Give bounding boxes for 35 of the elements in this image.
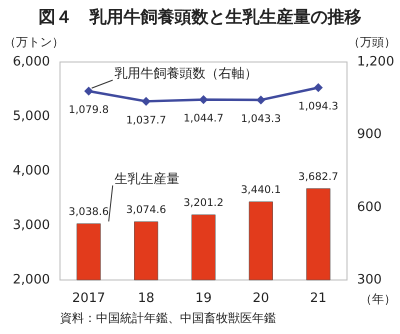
x-tick-label: 19 bbox=[195, 291, 212, 306]
point bbox=[199, 95, 208, 104]
data-label: 3,038.6 bbox=[68, 206, 110, 218]
series-label: 乳用牛飼養頭数（右軸） bbox=[114, 66, 258, 82]
data-label: 1,079.8 bbox=[68, 104, 109, 116]
text: 資料：中国統計年鑑、中国畜牧獣医年鑑 bbox=[60, 311, 276, 325]
point bbox=[84, 86, 94, 96]
x-tick-label: 20 bbox=[252, 291, 270, 306]
data-label: 3,074.6 bbox=[126, 204, 166, 216]
x-tick-label: 21 bbox=[310, 291, 327, 306]
data-label: 3,440.1 bbox=[240, 184, 281, 196]
y-tick-label: 2,000 bbox=[12, 272, 50, 288]
y2-tick-label: 300 bbox=[357, 272, 382, 288]
y2-axis-title: （万頭） bbox=[348, 35, 396, 49]
x-axis-title: （年） bbox=[360, 292, 396, 306]
data-label: 3,201.2 bbox=[183, 197, 224, 210]
data-label: 3,682.7 bbox=[298, 170, 338, 183]
point bbox=[142, 96, 151, 106]
y-tick-label: 3,000 bbox=[12, 218, 50, 233]
y-tick-label: 6,000 bbox=[12, 54, 50, 70]
y2-tick-label: 900 bbox=[357, 127, 382, 142]
chart-title: 図４ 乳用牛飼養頭数と生乳生産量の推移 bbox=[38, 8, 362, 28]
y-tick-label: 5,000 bbox=[12, 109, 50, 124]
data-label: 1,094.3 bbox=[298, 100, 338, 113]
y-tick-label: 4,000 bbox=[12, 164, 50, 178]
y-axis-title: （万トン） bbox=[4, 35, 64, 49]
data-label: 1,044.7 bbox=[183, 112, 224, 125]
x-tick-label: 18 bbox=[138, 291, 154, 306]
data-label: 1,043.3 bbox=[240, 112, 281, 125]
text: 生乳生産量 bbox=[114, 170, 180, 187]
point bbox=[314, 83, 323, 92]
y2-tick-label: 1,200 bbox=[357, 54, 394, 70]
data-label: 1,037.7 bbox=[126, 114, 166, 126]
y2-tick-label: 600 bbox=[357, 200, 382, 215]
x-tick-label: 2017 bbox=[72, 291, 106, 306]
